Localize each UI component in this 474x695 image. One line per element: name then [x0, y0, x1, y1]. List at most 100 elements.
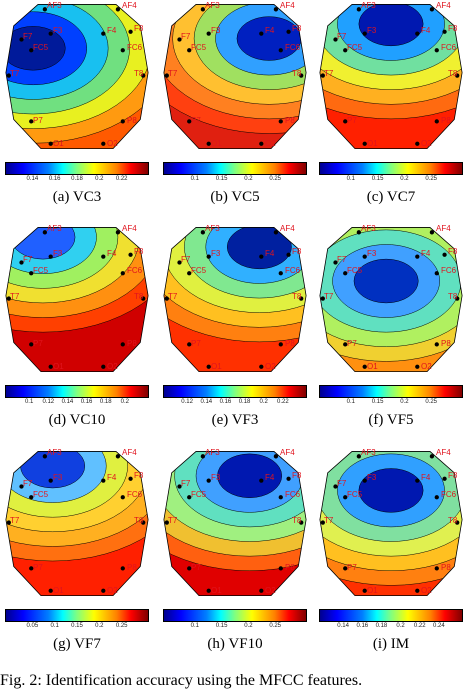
topographic-map — [5, 451, 149, 596]
electrode-label-f3: F3 — [211, 473, 221, 482]
electrode-label-f4: F4 — [265, 26, 275, 35]
electrode-label-p7: P7 — [347, 116, 357, 125]
topographic-map — [163, 4, 307, 149]
electrode-label-fc5: FC5 — [347, 490, 363, 499]
electrode-dot-f7 — [333, 37, 338, 42]
head-outline — [163, 227, 307, 372]
electrode-dot-t7 — [164, 73, 169, 78]
electrode-dot-t7 — [320, 296, 325, 301]
panel-3: AF3 AF4 F7 F3 F4 F8 FC5 FC6 T7 T8 P7 P8 O1 O2 0.1 0.15 0… — [316, 0, 466, 215]
electrode-dot-o2 — [101, 364, 106, 369]
electrode-dot-fc5 — [343, 48, 348, 53]
electrode-dot-p8 — [278, 566, 283, 571]
electrode-label-p8: P8 — [127, 339, 137, 348]
electrode-dot-f4 — [259, 31, 264, 36]
electrode-dot-f3 — [48, 254, 53, 259]
electrode-label-fc6: FC6 — [127, 43, 143, 52]
electrode-dot-f7 — [177, 484, 182, 489]
colorbar — [5, 385, 149, 398]
electrode-label-fc5: FC5 — [33, 43, 49, 52]
panel-caption: (h) VF10 — [207, 636, 263, 652]
colorbar-ticks: 0.1 0.15 0.2 0.25 — [316, 399, 466, 409]
electrode-label-o2: O2 — [265, 586, 276, 595]
electrode-dot-t7 — [164, 520, 169, 525]
colorbar-tick-label: 0.2 — [244, 176, 253, 182]
electrode-dot-af3 — [200, 454, 205, 459]
electrode-dot-p7 — [29, 566, 34, 571]
electrode-label-t8: T8 — [134, 69, 144, 78]
electrode-label-af3: AF3 — [47, 224, 62, 233]
electrode-label-f8: F8 — [134, 247, 144, 256]
electrode-label-t7: T7 — [324, 292, 334, 301]
electrode-dot-f7 — [19, 37, 24, 42]
colorbar-tick-label: 0.15 — [371, 399, 384, 405]
panel-caption: (f) VF5 — [368, 412, 414, 428]
electrode-label-p8: P8 — [285, 116, 295, 125]
electrode-label-p8: P8 — [127, 563, 137, 572]
topographic-map — [5, 227, 149, 372]
electrode-label-o1: O1 — [211, 139, 222, 148]
colorbar-tick-label: 0.18 — [99, 399, 112, 405]
electrode-label-t8: T8 — [448, 292, 458, 301]
colorbar-ticks: 0.14 0.16 0.18 0.2 0.22 — [2, 176, 152, 186]
colorbar-tick-label: 0.2 — [400, 176, 409, 182]
electrode-dot-af4 — [429, 454, 435, 459]
electrode-label-t7: T7 — [168, 292, 178, 301]
colorbar-tick-label: 0.05 — [26, 623, 39, 629]
electrode-label-t8: T8 — [448, 69, 458, 78]
electrode-dot-f3 — [48, 31, 53, 36]
electrode-dot-f3 — [362, 31, 367, 36]
electrode-label-f7: F7 — [337, 479, 347, 488]
electrode-dot-o1 — [362, 364, 367, 369]
electrode-dot-f4 — [101, 254, 106, 259]
colorbar — [163, 162, 307, 175]
electrode-label-o2: O2 — [107, 139, 118, 148]
topographic-map — [5, 4, 149, 149]
electrode-label-f4: F4 — [421, 473, 431, 482]
electrode-label-f8: F8 — [448, 247, 458, 256]
electrode-label-af4: AF4 — [122, 448, 137, 457]
electrode-label-f4: F4 — [107, 249, 117, 258]
panel-9: AF3 AF4 F7 F3 F4 F8 FC5 FC6 T7 T8 P7 P8 O1 O2 0.14 0.16… — [316, 447, 466, 662]
colorbar-tick-label: 0.2 — [95, 623, 104, 629]
electrode-label-f4: F4 — [421, 26, 431, 35]
electrode-dot-f3 — [362, 254, 367, 259]
electrode-dot-t8 — [455, 73, 460, 78]
electrode-dot-o2 — [101, 588, 106, 593]
electrode-label-p7: P7 — [191, 563, 201, 572]
electrode-dot-p7 — [343, 566, 348, 571]
panel-caption: (g) VF7 — [53, 636, 101, 652]
panel-1: AF3 AF4 F7 F3 F4 F8 FC5 FC6 T7 T8 P7 P8 O1 O2 0.14 0.16… — [2, 0, 152, 215]
colorbar — [319, 162, 463, 175]
electrode-label-p7: P7 — [191, 339, 201, 348]
electrode-label-f3: F3 — [211, 26, 221, 35]
electrode-dot-f3 — [206, 31, 211, 36]
head-outline — [163, 451, 307, 596]
colorbar — [163, 609, 307, 622]
electrode-dot-fc6 — [120, 495, 125, 500]
electrode-dot-t8 — [141, 296, 146, 301]
electrode-dot-f7 — [333, 260, 338, 265]
electrode-dot-af3 — [42, 7, 47, 12]
electrode-label-t7: T7 — [168, 69, 178, 78]
electrode-dot-o1 — [206, 141, 211, 146]
electrode-dot-o2 — [415, 141, 420, 146]
electrode-dot-t7 — [6, 73, 11, 78]
topographic-map — [319, 4, 463, 149]
electrode-dot-af4 — [115, 454, 121, 459]
electrode-label-f4: F4 — [421, 249, 431, 258]
electrode-label-o2: O2 — [107, 586, 118, 595]
colorbar-tick-label: 0.15 — [371, 176, 384, 182]
electrode-label-p7: P7 — [347, 339, 357, 348]
electrode-dot-o2 — [259, 588, 264, 593]
colorbar-tick-label: 0.2 — [259, 399, 268, 405]
electrode-label-f7: F7 — [23, 255, 33, 264]
electrode-dot-fc6 — [434, 495, 439, 500]
colorbar-tick-label: 0.18 — [375, 623, 388, 629]
colorbar-tick-label: 0.2 — [396, 623, 405, 629]
electrode-label-af4: AF4 — [436, 224, 451, 233]
electrode-label-o1: O1 — [211, 586, 222, 595]
electrode-label-t8: T8 — [134, 516, 144, 525]
topographic-map — [163, 227, 307, 372]
electrode-dot-p8 — [434, 566, 439, 571]
